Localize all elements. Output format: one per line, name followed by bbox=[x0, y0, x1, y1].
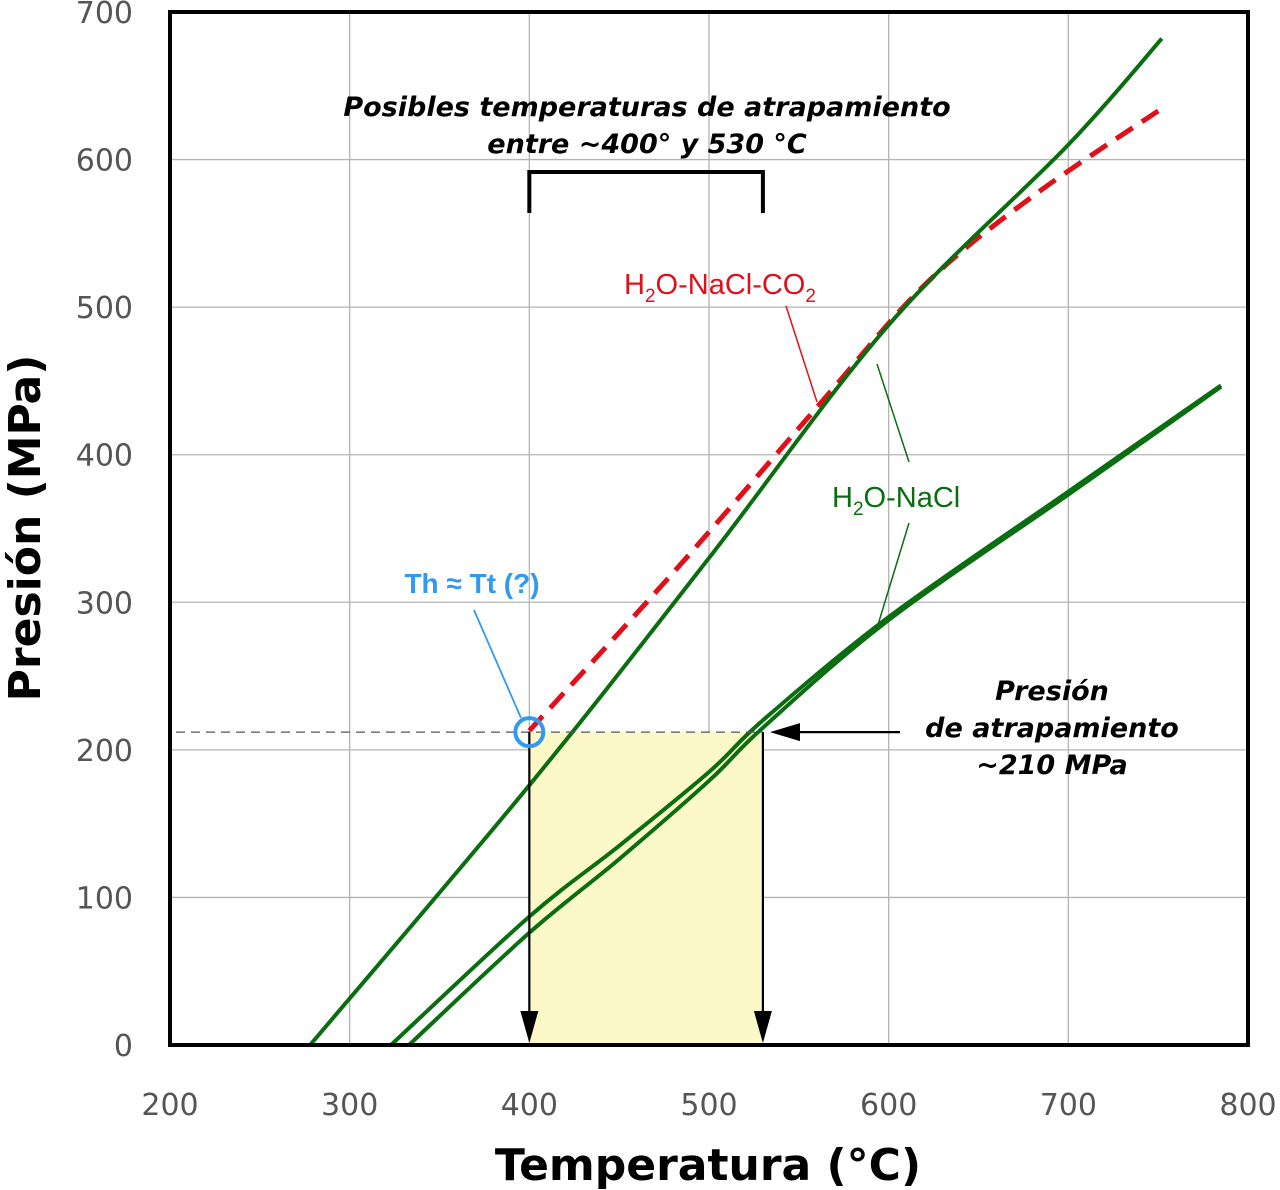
axis-ticks: 200 300 400 500 600 700 800 0 100 200 300 400 500 600… bbox=[76, 0, 1277, 1123]
trapping-temp-title-line-1: Posibles temperaturas de atrapamiento bbox=[343, 92, 950, 123]
trapping-pressure-line-3: ~210 MPa bbox=[976, 750, 1128, 781]
nacl-label-part-2: O-NaCl bbox=[864, 482, 961, 514]
y-tick-label: 0 bbox=[114, 1029, 133, 1064]
x-tick-label: 600 bbox=[860, 1088, 917, 1123]
trapping-pressure-line-2: de atrapamiento bbox=[925, 713, 1179, 744]
th-label-leader bbox=[473, 609, 522, 719]
nacl-series-label: H2O-NaCl bbox=[832, 482, 960, 520]
x-tick-label: 500 bbox=[680, 1088, 737, 1123]
trapping-temp-title-line-2: entre ~400° y 530 °C bbox=[487, 129, 807, 160]
x-tick-label: 800 bbox=[1219, 1088, 1276, 1123]
y-tick-label: 300 bbox=[76, 586, 133, 621]
y-tick-label: 100 bbox=[76, 881, 133, 916]
series-line-h2o-nacl-3 bbox=[407, 385, 1223, 1047]
temp-range-bracket bbox=[527, 170, 765, 213]
co2-label-sub-2: 2 bbox=[805, 286, 816, 307]
th-tt-label: Th ≈ Tt (?) bbox=[404, 568, 539, 599]
series-line-h2o-nacl-co2 bbox=[527, 108, 1160, 733]
y-tick-label: 500 bbox=[76, 291, 133, 326]
nacl-label-leader-1 bbox=[876, 363, 910, 463]
y-axis-title: Presión (MPa) bbox=[0, 355, 51, 702]
trapping-shade bbox=[529, 732, 763, 1045]
th-marker bbox=[513, 716, 546, 749]
arrow-down-530-head bbox=[753, 1011, 772, 1043]
arrow-down-400-head bbox=[520, 1011, 539, 1043]
series-line-h2o-nacl-1 bbox=[308, 37, 1164, 1047]
co2-label-part-1: H bbox=[624, 269, 645, 301]
x-tick-label: 200 bbox=[141, 1088, 198, 1123]
y-tick-label: 400 bbox=[76, 439, 133, 474]
co2-label-sub-1: 2 bbox=[645, 286, 656, 307]
co2-label-leader bbox=[785, 305, 818, 403]
series-group bbox=[308, 37, 1223, 1047]
nacl-label-sub: 2 bbox=[853, 499, 864, 520]
nacl-label-leader-2 bbox=[876, 522, 910, 629]
annotations bbox=[176, 170, 910, 1043]
y-tick-label: 200 bbox=[76, 734, 133, 769]
x-axis-title: Temperatura (°C) bbox=[495, 1140, 921, 1190]
co2-series-label: H2O-NaCl-CO2 bbox=[624, 269, 816, 307]
x-tick-label: 300 bbox=[321, 1088, 378, 1123]
y-tick-label: 600 bbox=[76, 144, 133, 179]
pressure-arrow-head bbox=[770, 723, 800, 742]
trapping-pressure-line-1: Presión bbox=[995, 676, 1109, 707]
y-tick-label: 700 bbox=[76, 0, 133, 31]
co2-label-part-2: O-NaCl-CO bbox=[656, 269, 806, 301]
x-tick-label: 700 bbox=[1040, 1088, 1097, 1123]
nacl-label-part-1: H bbox=[832, 482, 853, 514]
x-tick-label: 400 bbox=[501, 1088, 558, 1123]
plot-frame bbox=[168, 10, 1250, 1047]
trapping-region bbox=[529, 732, 763, 1045]
